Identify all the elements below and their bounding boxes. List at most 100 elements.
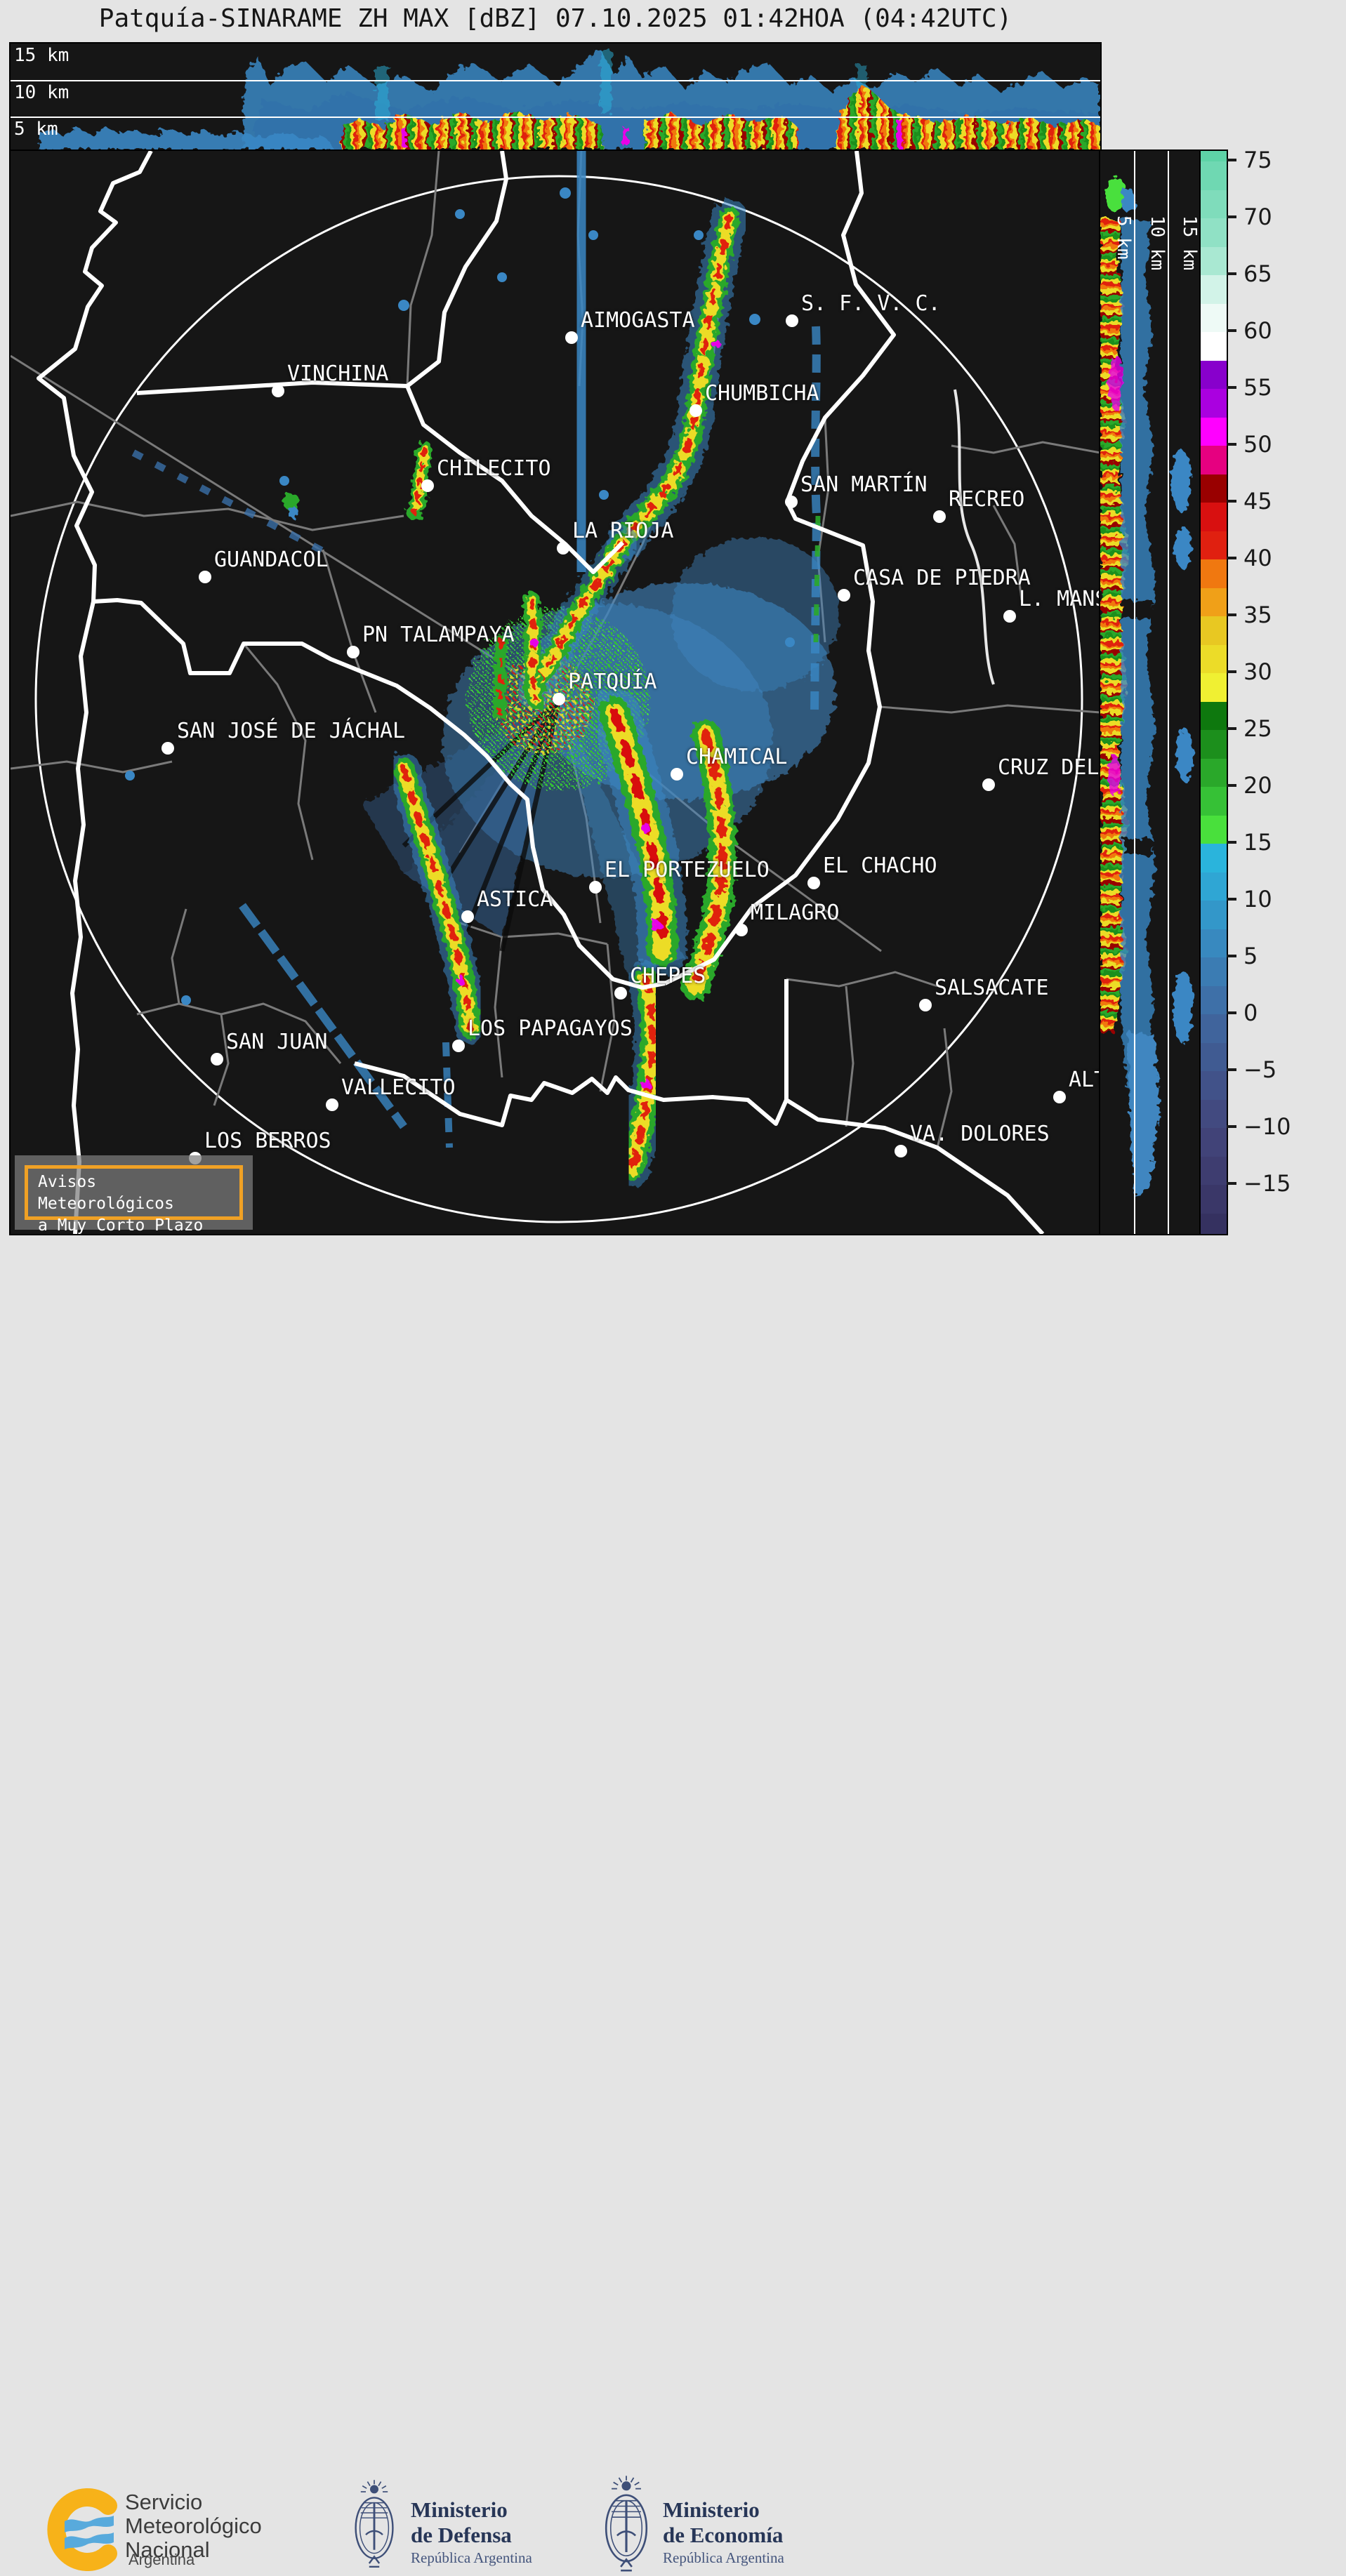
colorbar-step <box>1201 787 1227 816</box>
colorbar-ticks: 75 70 65 60 55 50 45 40 35 30 <box>1227 147 1346 1235</box>
smn-line1: Servicio <box>125 2490 203 2514</box>
tick-mark-icon <box>1227 272 1236 275</box>
city-label: LOS PAPAGAYOS <box>468 1016 633 1041</box>
colorbar-step <box>1201 758 1227 788</box>
city-dot-icon <box>326 1098 338 1111</box>
city-label: LOS BERROS <box>204 1129 331 1153</box>
right-cross-section-panel: 5 km 10 km 15 km <box>1099 150 1202 1235</box>
city-label: VA. DOLORES <box>910 1122 1050 1146</box>
colorbar-step <box>1201 389 1227 418</box>
tick-value: 35 <box>1243 602 1272 628</box>
city-label: VALLECITO <box>341 1075 456 1100</box>
colorbar-step <box>1201 701 1227 731</box>
advisory-box[interactable]: Avisos Meteorológicos a Muy Corto Plazo <box>25 1165 243 1234</box>
range-ring-icon <box>34 175 1083 1223</box>
colorbar-step <box>1201 901 1227 929</box>
city-label: RECREO <box>949 487 1025 512</box>
defensa-line2: de Defensa <box>411 2523 512 2547</box>
city-label: MILAGRO <box>751 901 840 925</box>
ministry-economia: Ministerio de Economía República Argenti… <box>663 2497 784 2567</box>
colorbar-step <box>1201 246 1227 276</box>
right-panel-5km-line <box>1134 151 1135 1234</box>
tick-value: 20 <box>1243 772 1272 799</box>
city-label: AIMOGASTA <box>581 308 695 333</box>
city-label: CHILECITO <box>437 456 551 481</box>
city-label: PATQUÍA <box>568 670 657 694</box>
tick-mark-icon <box>1227 557 1236 559</box>
city-label: CHUMBICHA <box>705 381 819 406</box>
city-dot-icon <box>565 331 578 344</box>
colorbar-step <box>1201 1099 1227 1129</box>
colorbar-step <box>1201 1071 1227 1100</box>
colorbar-step <box>1201 616 1227 645</box>
city-label: GUANDACOL <box>214 547 329 572</box>
city-dot-icon <box>982 778 995 791</box>
colorbar-step <box>1201 815 1227 844</box>
advisory-overlay: Avisos Meteorológicos a Muy Corto Plazo <box>15 1155 253 1234</box>
top-panel-5km-label: 5 km <box>14 119 58 140</box>
colorbar-step <box>1201 161 1227 190</box>
tick-value: −5 <box>1243 1056 1277 1083</box>
tick-mark-icon <box>1227 955 1236 957</box>
tick-value: 70 <box>1243 204 1272 230</box>
tick-value: 75 <box>1243 147 1272 173</box>
economia-coat-of-arms-icon <box>605 2476 648 2572</box>
tick-mark-icon <box>1227 613 1236 616</box>
scattered-echo-dots <box>125 187 795 1005</box>
tick-mark-icon <box>1227 1182 1236 1185</box>
ministry-defensa: Ministerio de Defensa República Argentin… <box>411 2497 532 2567</box>
colorbar-step <box>1201 673 1227 702</box>
city-dot-icon <box>272 385 284 397</box>
smn-logo-icon <box>47 2488 117 2571</box>
map-layers <box>11 151 1100 1234</box>
tick-mark-icon <box>1227 1125 1236 1128</box>
colorbar-step <box>1201 1213 1227 1234</box>
colorbar-step <box>1201 929 1227 958</box>
top-cross-section-echoes <box>39 49 1100 150</box>
city-dot-icon <box>614 987 627 1000</box>
tick-mark-icon <box>1227 670 1236 673</box>
city-label: PN TALAMPAYA <box>362 623 515 647</box>
city-dot-icon <box>557 542 569 555</box>
city-label: L. MANS <box>1019 587 1102 611</box>
city-dot-icon <box>895 1145 907 1157</box>
city-dot-icon <box>671 768 683 781</box>
city-label: ALT <box>1069 1068 1100 1092</box>
defensa-sub: República Argentina <box>411 2549 532 2566</box>
colorbar-step <box>1201 730 1227 759</box>
tick-value: −15 <box>1243 1170 1291 1197</box>
city-dot-icon <box>807 877 820 889</box>
economia-line1: Ministerio <box>663 2497 760 2522</box>
top-panel-15km-label: 15 km <box>14 45 70 66</box>
colorbar-step <box>1201 303 1227 333</box>
tick-value: 40 <box>1243 545 1272 571</box>
tick-value: 25 <box>1243 715 1272 742</box>
right-panel-15km-label: 15 km <box>1179 215 1200 271</box>
colorbar-step <box>1201 1014 1227 1043</box>
colorbar-step <box>1201 151 1227 162</box>
tick-value: 10 <box>1243 886 1272 912</box>
tick-value: 30 <box>1243 658 1272 685</box>
city-dot-icon <box>1053 1091 1066 1103</box>
city-label: SALSACATE <box>935 976 1049 1000</box>
city-label: SAN JUAN <box>226 1030 328 1054</box>
colorbar-step <box>1201 275 1227 304</box>
economia-sub: República Argentina <box>663 2549 784 2566</box>
colorbar-step <box>1201 360 1227 390</box>
right-panel-10km-label: 10 km <box>1147 215 1168 271</box>
footer: Servicio Meteorológico Nacional Argentin… <box>0 1235 1346 2572</box>
tick-mark-icon <box>1227 443 1236 446</box>
colorbar-step <box>1201 872 1227 901</box>
clutter-streaks <box>131 151 822 1148</box>
product-title: Patquía-SINARAME ZH MAX [dBZ] 07.10.2025… <box>98 4 1012 33</box>
city-dot-icon <box>347 646 359 658</box>
colorbar-step <box>1201 844 1227 872</box>
city-dot-icon <box>589 881 602 894</box>
tick-mark-icon <box>1227 898 1236 901</box>
city-dot-icon <box>785 496 798 508</box>
city-dot-icon <box>161 742 174 755</box>
tick-value: −10 <box>1243 1113 1291 1140</box>
colorbar-step <box>1201 474 1227 503</box>
city-label: EL CHACHO <box>823 854 937 878</box>
colorbar-step <box>1201 644 1227 674</box>
